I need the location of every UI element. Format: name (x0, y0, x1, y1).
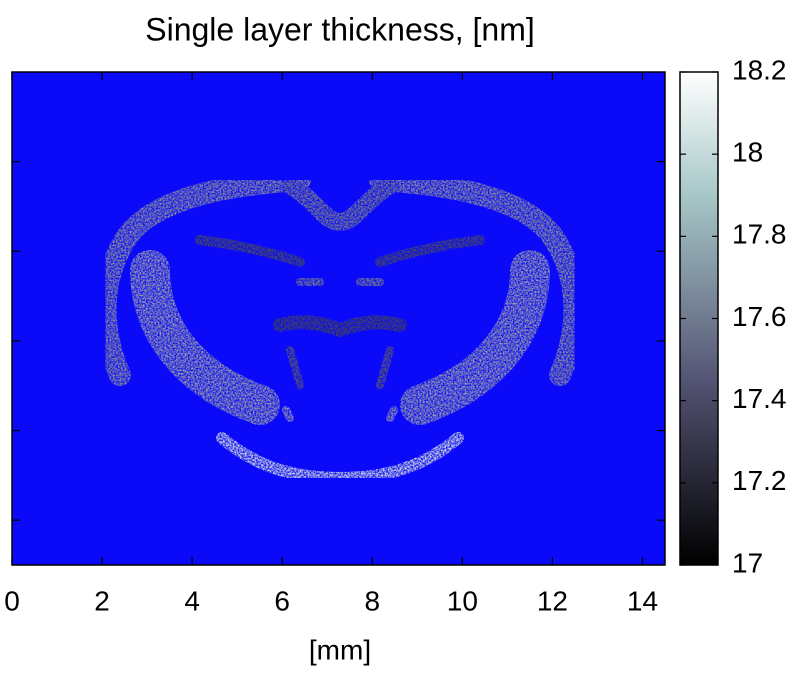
x-tick-label: 2 (94, 585, 110, 616)
colorbar-tick-label: 17.8 (732, 219, 787, 250)
x-tick-label: 6 (274, 585, 290, 616)
image-structure (94, 180, 575, 478)
x-tick-label: 10 (447, 585, 478, 616)
x-tick-label: 12 (537, 585, 568, 616)
colorbar-tick-label: 18.2 (732, 54, 787, 85)
plot-frame (11, 71, 666, 566)
colorbar-tick-label: 17.6 (732, 301, 787, 332)
x-axis-label: [mm] (309, 634, 371, 665)
x-tick-label: 0 (4, 585, 20, 616)
colorbar-tick-label: 18 (732, 137, 763, 168)
x-tick-label: 14 (627, 585, 658, 616)
chart-title: Single layer thickness, [nm] (145, 11, 535, 47)
colorbar-tick-label: 17.4 (732, 383, 787, 414)
x-tick-label: 8 (364, 585, 380, 616)
colorbar-tick-label: 17 (732, 547, 763, 578)
x-tick-label: 4 (184, 585, 200, 616)
colorbar-tick-label: 17.2 (732, 465, 787, 496)
